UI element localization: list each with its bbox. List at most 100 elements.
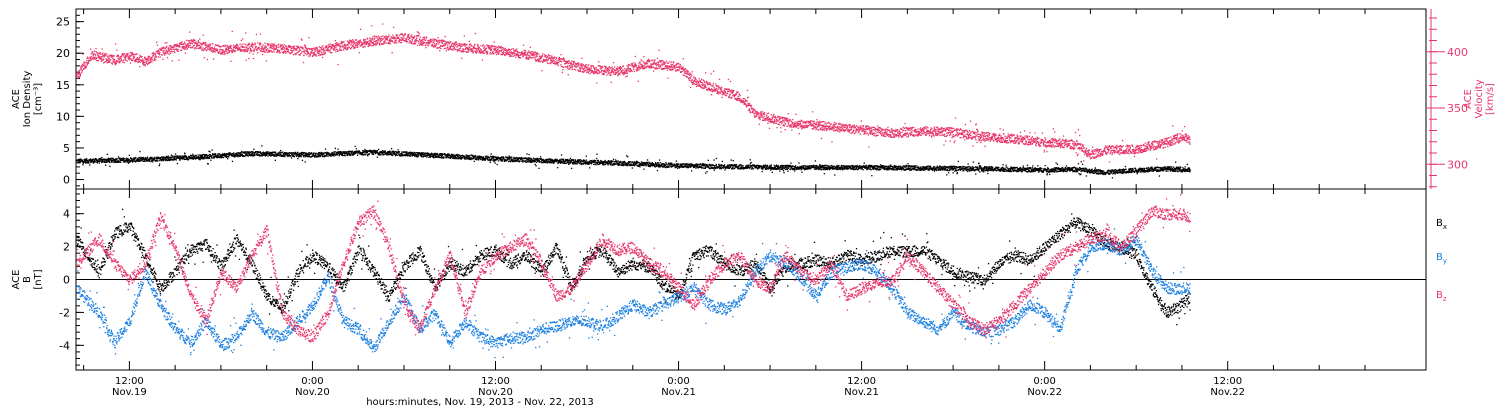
density-point (518, 160, 521, 163)
density-point (522, 159, 524, 162)
density-point (406, 151, 408, 153)
density-point (168, 157, 170, 159)
velocity-tick-label: 350 (1447, 102, 1468, 115)
density-point (611, 161, 613, 163)
density-point (234, 154, 236, 156)
density-point (85, 159, 87, 161)
density-point (256, 153, 258, 155)
density-point (470, 158, 472, 160)
density-point (284, 154, 286, 156)
density-point (247, 155, 249, 157)
density-point (392, 153, 394, 155)
density-point (746, 164, 748, 167)
density-point (907, 163, 909, 165)
density-point (198, 158, 201, 160)
density-point (413, 152, 415, 154)
density-point (698, 163, 700, 165)
density-point (1031, 167, 1033, 169)
density-point (930, 165, 932, 168)
density-point (614, 159, 617, 161)
density-point (529, 160, 532, 162)
density-point (1038, 171, 1040, 173)
density-point (101, 161, 103, 164)
density-point (77, 160, 79, 162)
density-point (214, 156, 217, 158)
density-point (475, 156, 477, 158)
density-point (118, 157, 120, 159)
density-point (587, 162, 589, 164)
density-point (321, 155, 324, 158)
density-point (417, 154, 420, 156)
density-point (489, 161, 491, 163)
density-point (404, 151, 406, 154)
density-point (490, 160, 492, 162)
density-point (319, 152, 321, 154)
density-point (175, 159, 177, 161)
density-point (445, 157, 448, 159)
density-point (704, 163, 706, 165)
density-point (482, 157, 484, 159)
density-point (354, 150, 356, 152)
density-point (165, 159, 168, 161)
density-point (206, 154, 208, 156)
density-point (601, 162, 604, 165)
density-point (265, 153, 267, 155)
density-point (595, 164, 597, 166)
density-point (185, 158, 187, 160)
density-point (172, 156, 174, 158)
density-point (355, 148, 358, 150)
density-point (131, 161, 134, 163)
density-point (322, 153, 324, 155)
density-point (169, 156, 171, 159)
density-point (253, 148, 255, 150)
density-point (343, 154, 345, 157)
density-point (787, 170, 789, 172)
density-point (206, 156, 209, 158)
density-point (144, 159, 146, 161)
density-point (429, 156, 431, 158)
density-point (104, 160, 106, 162)
density-point (361, 154, 363, 156)
density-point (494, 162, 496, 164)
density-point (427, 153, 430, 156)
density-point (480, 159, 482, 161)
density-point (140, 157, 142, 160)
density-point (829, 165, 831, 167)
density-point (324, 155, 326, 157)
density-point (311, 152, 313, 154)
density-point (485, 158, 487, 160)
density-point (631, 164, 633, 166)
density-point (344, 152, 347, 155)
density-point (77, 159, 79, 161)
density-point (144, 160, 146, 162)
density-point (437, 156, 439, 158)
density-point (244, 155, 246, 157)
density-point (464, 156, 466, 158)
density-point (580, 161, 582, 163)
density-point (502, 157, 504, 159)
density-point (617, 164, 619, 166)
density-point (382, 152, 384, 154)
density-point (551, 159, 553, 162)
density-point (279, 151, 281, 153)
density-point (555, 161, 557, 163)
density-point (133, 160, 135, 163)
density-point (582, 160, 584, 162)
density-point (376, 150, 378, 152)
density-point (354, 145, 356, 148)
density-point (420, 152, 422, 154)
density-point (500, 158, 502, 160)
density-point (554, 158, 557, 160)
density-series (76, 145, 1191, 179)
density-point (218, 153, 220, 155)
density-point (713, 169, 715, 171)
density-point (447, 156, 450, 159)
density-point (521, 157, 523, 160)
density-point (336, 151, 339, 153)
density-point (481, 156, 483, 158)
density-point (728, 167, 730, 169)
density-point (972, 169, 974, 171)
density-point (219, 155, 222, 157)
density-point (298, 154, 300, 156)
